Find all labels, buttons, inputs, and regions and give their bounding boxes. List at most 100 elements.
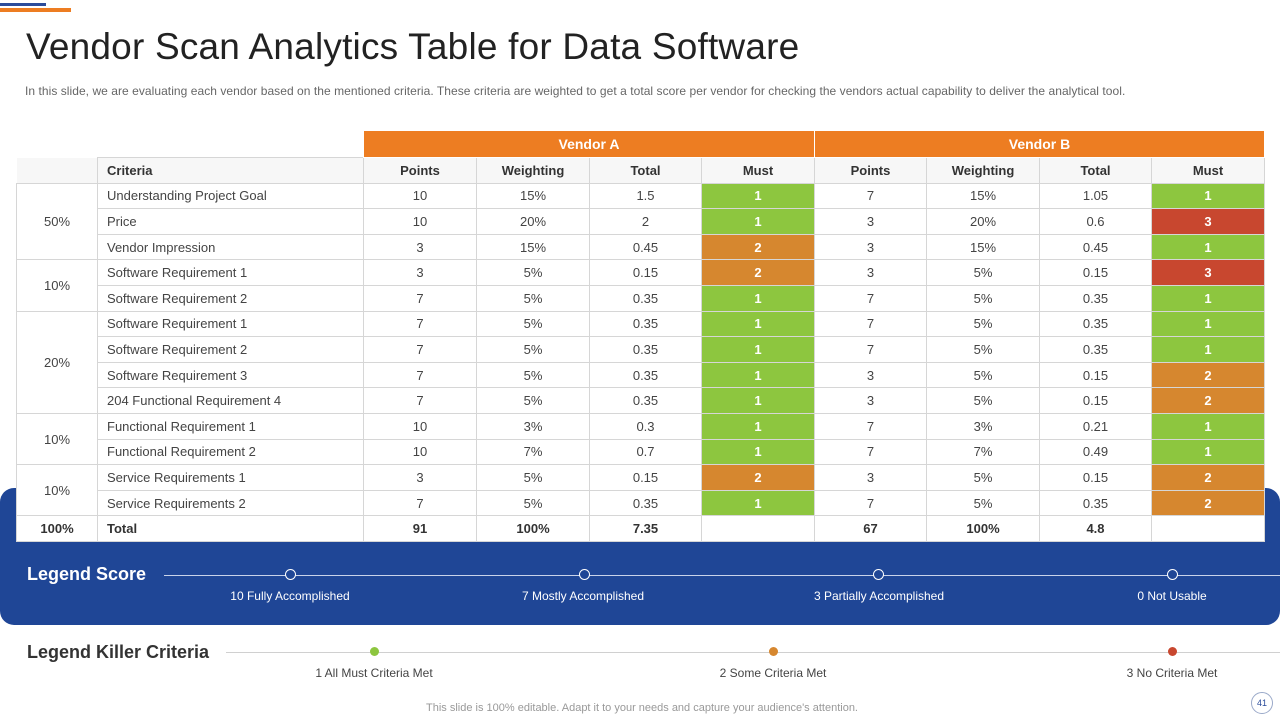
b-points-cell: 7 (814, 438, 927, 466)
a-must-cell: 1 (701, 310, 815, 338)
b-must-cell: 1 (1151, 336, 1265, 363)
total-group-cell: 100% (16, 515, 98, 542)
legend-score-title: Legend Score (27, 564, 147, 584)
a-weighting-cell: 5% (476, 387, 590, 414)
group-weight-cell: 10% (16, 464, 98, 517)
a-weighting-cell: 5% (476, 284, 590, 312)
legend-killer-line (226, 652, 1280, 653)
a-points-cell: 7 (363, 387, 477, 414)
total-label-cell: Total (97, 515, 364, 542)
criteria-cell: Software Requirement 1 (97, 259, 364, 286)
slide-footer: This slide is 100% editable. Adapt it to… (426, 702, 858, 714)
a-must-cell: 1 (701, 182, 815, 210)
b-must-cell: 2 (1151, 361, 1265, 389)
a-points-cell: 3 (363, 464, 477, 491)
page-number: 41 (1251, 692, 1273, 714)
a-total-cell: 0.35 (589, 310, 702, 338)
b-must-cell: 2 (1151, 464, 1265, 491)
vendor-a-header: Vendor A (363, 130, 815, 158)
legend-killer-title: Legend Killer Criteria (27, 642, 210, 662)
a-points-cell: 10 (363, 208, 477, 235)
legend-score-marker (285, 569, 296, 580)
a-total-cell: 0.15 (589, 464, 702, 491)
b-weighting-cell: 5% (926, 284, 1040, 312)
b-points-header: Points (814, 157, 927, 184)
b-total-cell: 0.35 (1039, 336, 1152, 363)
criteria-cell: Price (97, 208, 364, 235)
a-weighting-cell: 3% (476, 412, 590, 440)
a-weighting-cell: 15% (476, 182, 590, 210)
legend-score-marker (873, 569, 884, 580)
criteria-cell: Service Requirements 1 (97, 464, 364, 491)
a-weighting-cell: 5% (476, 336, 590, 363)
a-weighting-cell: 5% (476, 464, 590, 491)
b-must-cell: 1 (1151, 233, 1265, 261)
b-weighting-cell: 20% (926, 208, 1040, 235)
a-total-header: Total (589, 157, 702, 184)
b-points-cell: 3 (814, 464, 927, 491)
criteria-cell: Service Requirements 2 (97, 489, 364, 517)
a-total-cell: 0.45 (589, 233, 702, 261)
b-points-cell: 3 (814, 208, 927, 235)
a-must-cell: 2 (701, 233, 815, 261)
a-points-cell: 7 (363, 310, 477, 338)
table-row: 20% Software Requirement 1 7 5% 0.35 1 7 5% 0.35… (16, 310, 1265, 414)
b-points-cell: 3 (814, 361, 927, 389)
b-points-cell: 7 (814, 284, 927, 312)
legend-score-label: 3 Partially Accomplished (813, 589, 945, 603)
blank-cell (17, 131, 98, 158)
b-total-cell: 0.15 (1039, 387, 1152, 414)
table-row: 10% Software Requirement 1 3 5% 0.15 2 3 5% 0.15… (16, 259, 1265, 312)
criteria-cell: Functional Requirement 1 (97, 412, 364, 440)
a-total-cell: 1.5 (589, 182, 702, 210)
table-row: Software Requirement 3 7 5% 0.35 1 3 5% 0.15 2 (17, 361, 1265, 389)
criteria-cell: Software Requirement 3 (97, 361, 364, 389)
a-points-cell: 7 (363, 489, 477, 517)
b-weighting-cell: 7% (926, 438, 1040, 466)
b-must-header: Must (1151, 157, 1265, 184)
legend-killer-marker-orange (769, 647, 778, 656)
decor-bar-blue (0, 3, 46, 6)
table-row: Price 10 20% 2 1 3 20% 0.6 3 (17, 208, 1265, 235)
a-points-cell: 10 (363, 438, 477, 466)
legend-score-label: 10 Fully Accomplished (230, 589, 350, 603)
decor-bar-orange (0, 8, 71, 12)
blank-cell (16, 157, 98, 184)
b-weighting-total: 100% (926, 515, 1040, 542)
a-weighting-cell: 5% (476, 489, 590, 517)
criteria-cell: 204 Functional Requirement 4 (97, 387, 364, 414)
a-must-cell: 1 (701, 412, 815, 440)
b-weighting-cell: 15% (926, 182, 1040, 210)
criteria-header: Criteria (97, 157, 364, 184)
total-row: 100% Total 91 100% 7.35 67 100% 4.8 (16, 515, 1265, 542)
a-must-cell: 1 (701, 208, 815, 235)
b-weighting-cell: 5% (926, 464, 1040, 491)
table-row: 50% Understanding Project Goal 10 15% 1.5 1 7 1… (16, 182, 1265, 261)
a-total-cell: 0.35 (589, 284, 702, 312)
b-total-cell: 0.21 (1039, 412, 1152, 440)
table-row: Software Requirement 2 7 5% 0.35 1 7 5% 0.35 1 (17, 336, 1265, 363)
b-total-cell: 1.05 (1039, 182, 1152, 210)
a-weighting-cell: 20% (476, 208, 590, 235)
table-row: Vendor Impression 3 15% 0.45 2 3 15% 0.45 1 (17, 233, 1265, 261)
table-row: 204 Functional Requirement 4 7 5% 0.35 1 3 5% 0… (17, 387, 1265, 414)
legend-killer-marker-red (1168, 647, 1177, 656)
table-row: 10% Service Requirements 1 3 5% 0.15 2 3 5% 0.15… (16, 464, 1265, 517)
legend-score-marker (1167, 569, 1178, 580)
b-total-cell: 0.35 (1039, 310, 1152, 338)
group-weight-cell: 20% (16, 310, 98, 414)
table-row: Functional Requirement 2 10 7% 0.7 1 7 7% 0.49 1 (17, 438, 1265, 466)
b-must-cell: 1 (1151, 438, 1265, 466)
a-points-header: Points (363, 157, 477, 184)
a-must-cell: 1 (701, 284, 815, 312)
legend-killer-label: 3 No Criteria Met (1126, 666, 1218, 680)
vendor-b-header: Vendor B (814, 130, 1265, 158)
table-row: 10% Functional Requirement 1 10 3% 0.3 1 7 3% 0.… (16, 412, 1265, 466)
a-weighting-total: 100% (476, 515, 590, 542)
group-weight-cell: 10% (16, 412, 98, 466)
legend-score-label: 7 Mostly Accomplished (521, 589, 645, 603)
b-must-cell: 1 (1151, 310, 1265, 338)
b-must-cell: 2 (1151, 489, 1265, 517)
criteria-cell: Functional Requirement 2 (97, 438, 364, 466)
a-weighting-header: Weighting (476, 157, 590, 184)
